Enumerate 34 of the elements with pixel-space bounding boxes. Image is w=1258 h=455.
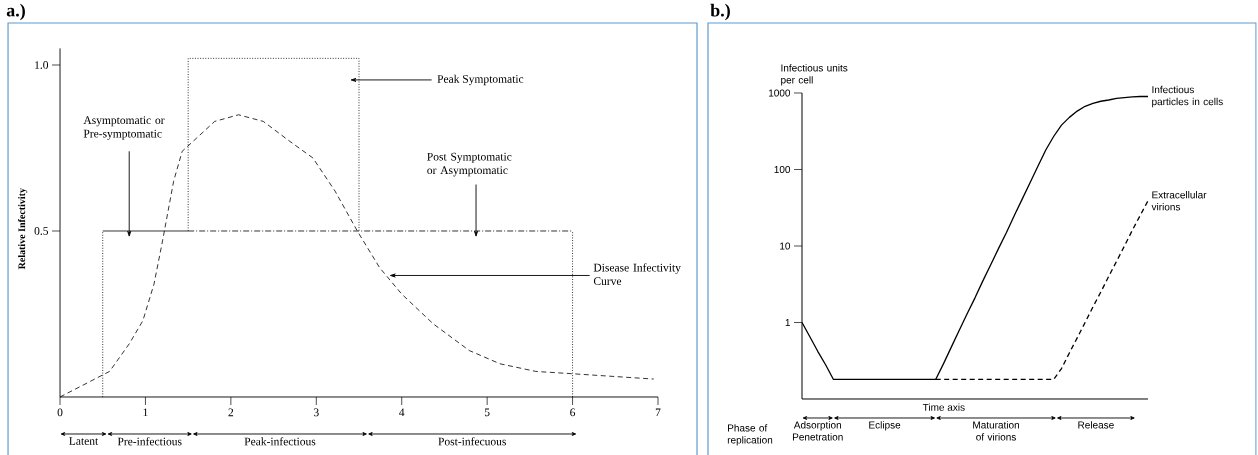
text: Adsorption Penetration	[792, 421, 843, 441]
x-tick-label: 0	[57, 408, 63, 417]
chart-title: a.)	[6, 3, 25, 21]
y-axis-title: Infectious units per cell	[781, 64, 848, 86]
annotation: Peak Symptomatic	[437, 74, 524, 86]
y-tick-label: 0.5	[34, 227, 49, 235]
x-tick-label: 1	[143, 408, 148, 417]
annotation: Disease Infectivity Curve	[593, 263, 681, 285]
text: Maturation of virions	[973, 421, 1019, 441]
y-tick-label: 1.0	[35, 61, 49, 69]
x-tick-label: 5	[484, 408, 490, 417]
x-axis-title: Time axis	[922, 403, 965, 411]
annotation: Post Symptomatic or Asymptomatic	[427, 152, 512, 177]
y-tick-label: 10	[780, 242, 791, 250]
series-label: Extracellular virions	[1151, 191, 1207, 211]
chart-title: b.)	[710, 3, 730, 21]
text: Release	[1078, 421, 1114, 429]
text: Peak-infectious	[244, 437, 316, 446]
x-tick-label: 4	[399, 408, 405, 417]
x-tick-label: 2	[228, 408, 234, 417]
x-tick-label: 7	[655, 408, 661, 417]
text: Pre-infectious	[117, 437, 182, 446]
y-tick-label: 100	[774, 165, 791, 174]
annotation: Asymptomatic or Pre-symptomatic	[83, 116, 165, 140]
text: Latent	[69, 437, 99, 445]
y-tick-label: 1000	[768, 89, 791, 97]
text: Post-infecuous	[438, 437, 506, 446]
series-label: Infectious particles in cells	[1152, 85, 1223, 108]
y-tick-label: 1	[785, 319, 790, 326]
text: Phase of replication	[727, 424, 773, 446]
x-tick-label: 3	[313, 408, 319, 417]
text: Eclipse	[869, 421, 901, 431]
y-axis-title: Relative Infectivity	[18, 188, 28, 270]
x-tick-label: 6	[570, 408, 576, 417]
